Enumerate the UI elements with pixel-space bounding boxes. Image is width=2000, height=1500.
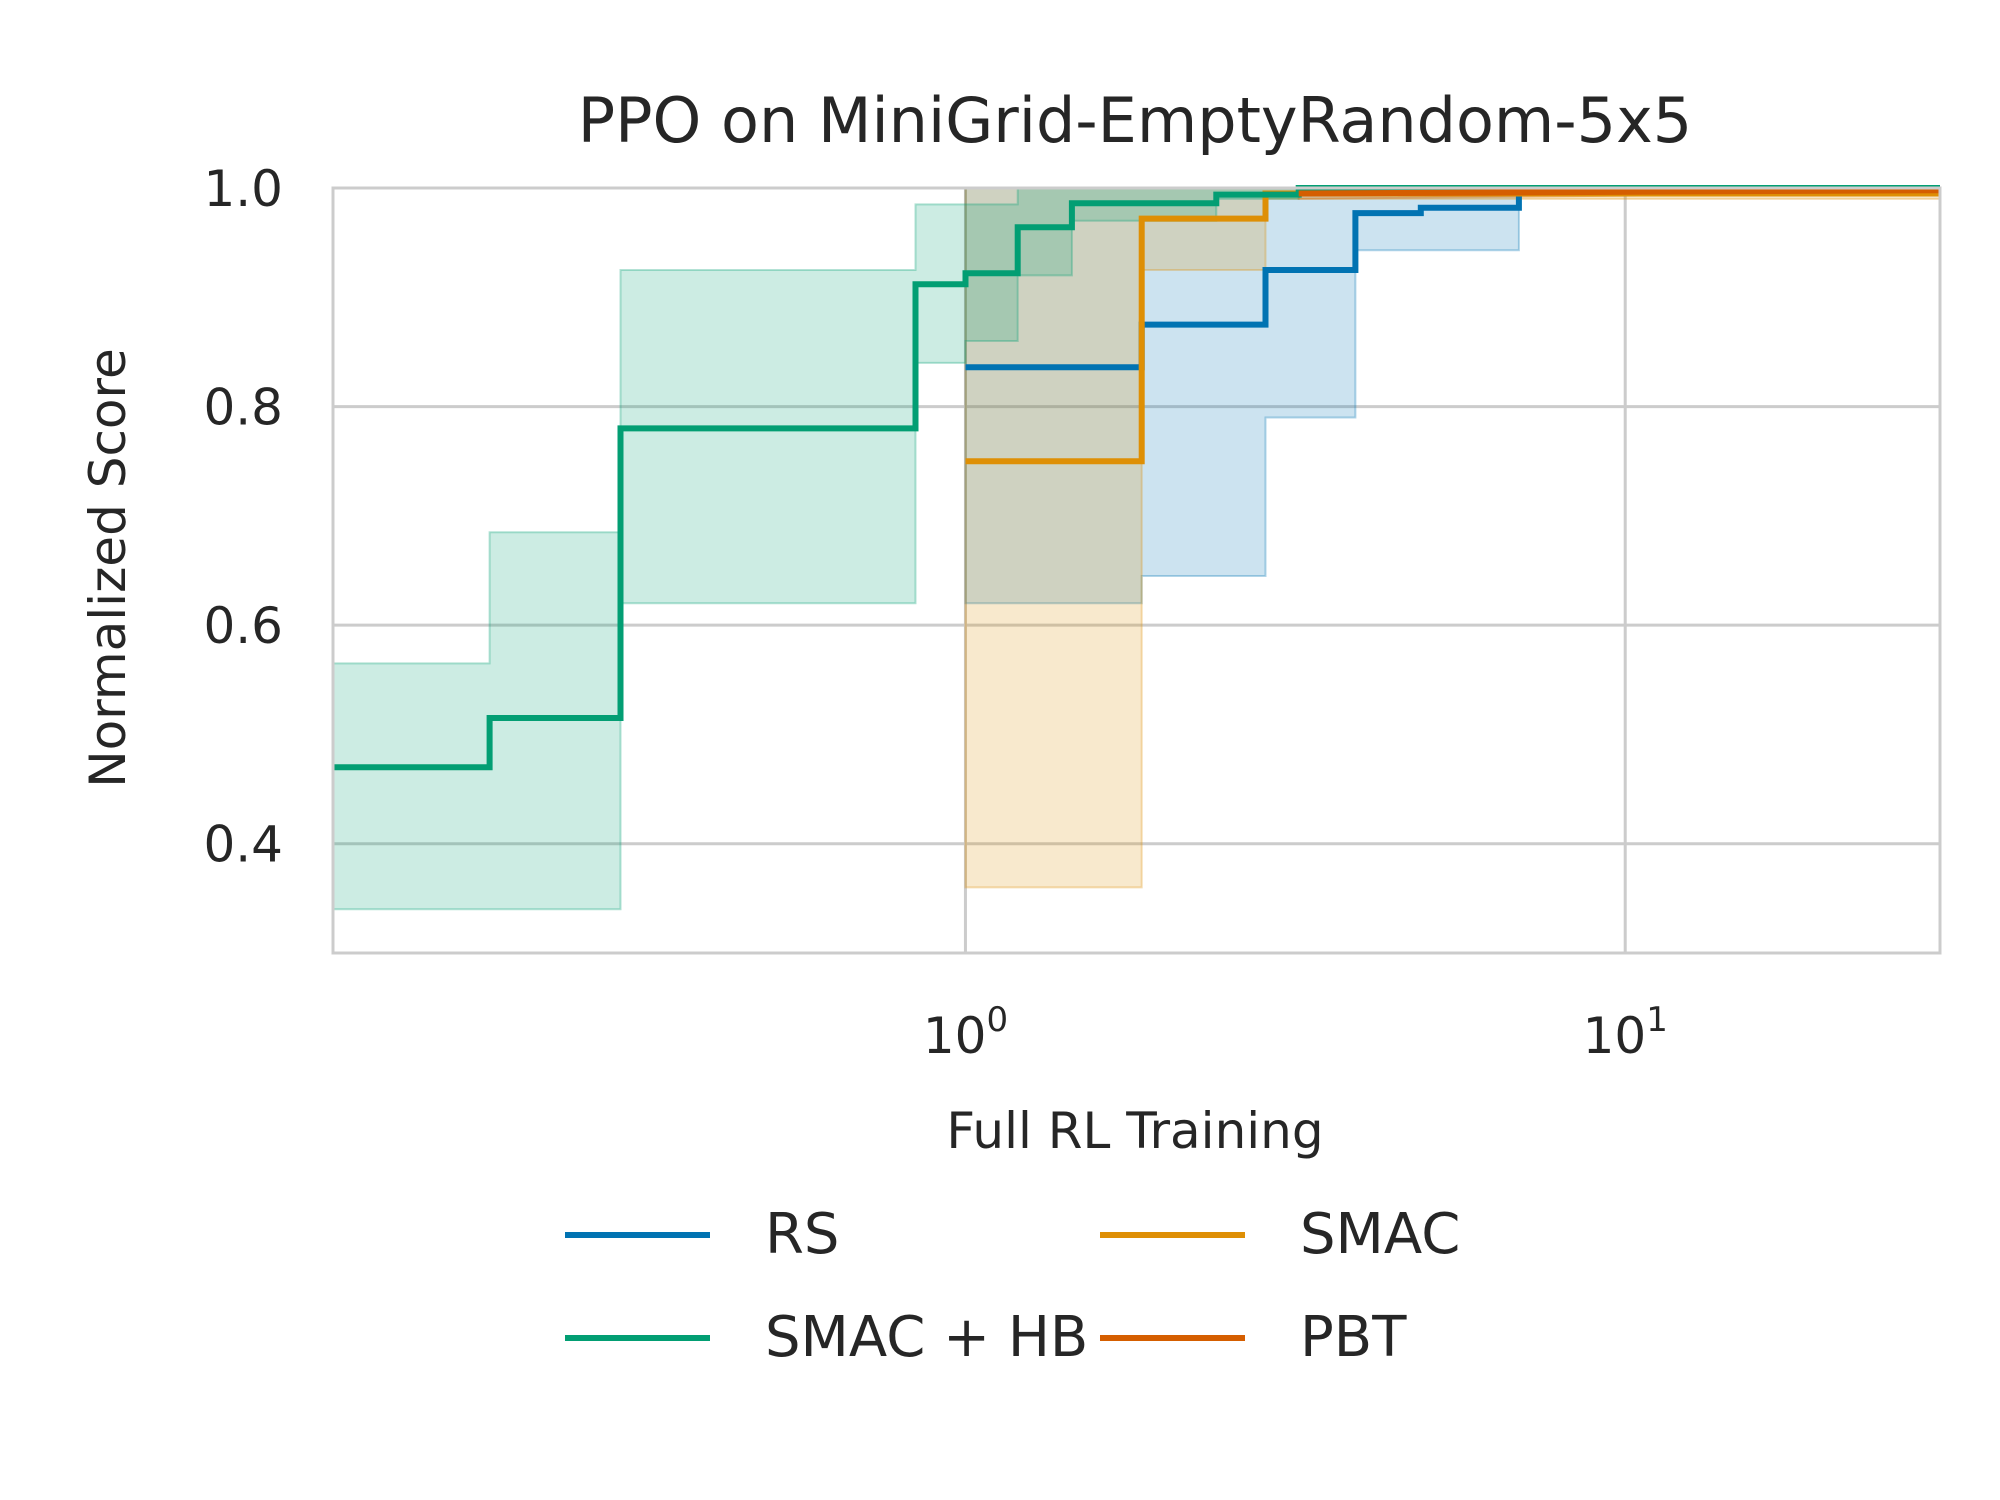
legend: RS SMAC SMAC + HB PBT	[565, 1202, 1460, 1370]
line-smac-hb	[333, 185, 1940, 771]
y-tick-label: 0.8	[203, 379, 283, 437]
y-tick-label: 0.4	[203, 816, 283, 874]
legend-label-pbt: PBT	[1300, 1305, 1407, 1370]
band-smac-hb	[332, 187, 1940, 911]
legend-label-smac-hb: SMAC + HB	[765, 1305, 1088, 1370]
x-tick-label: 101	[1583, 1000, 1668, 1065]
legend-item-smac-hb: SMAC + HB	[565, 1305, 1088, 1370]
y-tick-label: 0.6	[203, 597, 283, 655]
plot-frame	[331, 186, 1942, 955]
chart-title: PPO on MiniGrid-EmptyRandom-5x5	[578, 84, 1693, 157]
legend-item-rs: RS	[565, 1202, 839, 1267]
y-axis-label: Normalized Score	[79, 348, 137, 787]
legend-label-smac: SMAC	[1300, 1202, 1460, 1267]
legend-item-smac: SMAC	[1100, 1202, 1460, 1267]
legend-item-pbt: PBT	[1100, 1305, 1407, 1370]
x-tick-label: 100	[923, 1000, 1008, 1065]
legend-label-rs: RS	[765, 1202, 839, 1267]
tick-labels: 0.4 0.6 0.8 1.0 100 101	[203, 160, 1667, 1065]
y-tick-label: 1.0	[203, 160, 283, 218]
series-lines	[333, 185, 1941, 771]
line-pbt	[1298, 187, 1941, 197]
x-axis-label: Full RL Training	[946, 1102, 1323, 1160]
